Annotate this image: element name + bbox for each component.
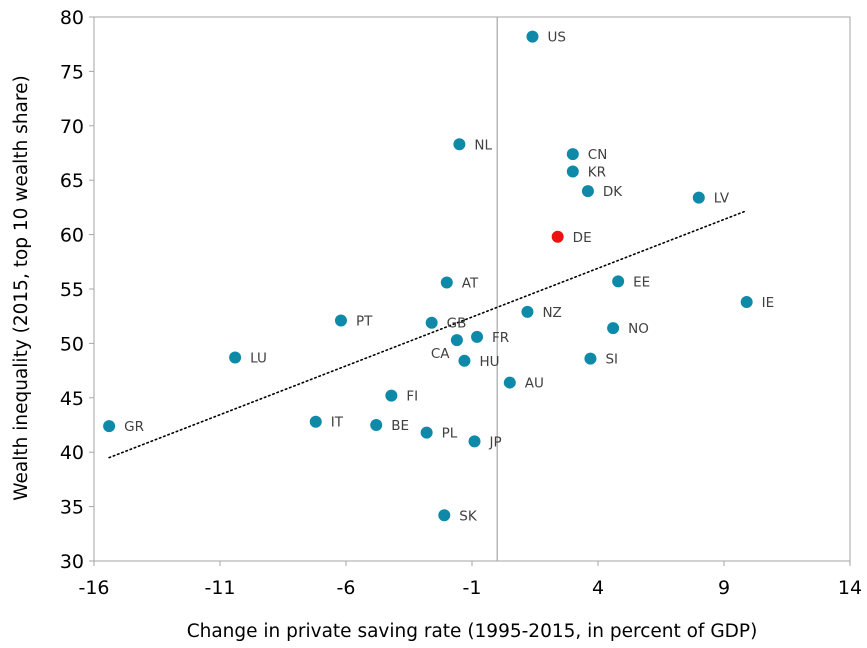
point-label-hu: HU xyxy=(479,354,499,370)
point-label-dk: DK xyxy=(603,184,623,200)
point-nz xyxy=(521,305,534,318)
point-cn xyxy=(566,148,579,161)
point-label-ca: CA xyxy=(431,346,450,362)
point-label-pt: PT xyxy=(356,314,373,330)
x-tick-label: 4 xyxy=(592,577,604,599)
point-label-lu: LU xyxy=(250,351,267,367)
y-tick-label: 45 xyxy=(60,388,84,410)
point-label-gb: GB xyxy=(447,316,467,332)
x-tick-label: -11 xyxy=(204,577,235,599)
x-tick-label: -1 xyxy=(463,577,482,599)
point-label-nl: NL xyxy=(474,137,492,153)
point-si xyxy=(584,352,597,365)
point-sk xyxy=(438,509,451,522)
point-label-gr: GR xyxy=(124,419,144,435)
point-ee xyxy=(612,275,625,288)
point-pt xyxy=(334,314,347,327)
y-tick-label: 30 xyxy=(60,551,84,573)
point-it xyxy=(309,415,322,428)
point-label-pl: PL xyxy=(442,426,458,442)
point-label-jp: JP xyxy=(489,434,502,450)
point-lv xyxy=(692,191,705,204)
point-label-kr: KR xyxy=(588,164,606,180)
point-label-it: IT xyxy=(331,415,344,431)
x-tick-label: 9 xyxy=(718,577,730,599)
y-tick-label: 75 xyxy=(60,61,84,83)
x-axis-ticks: -16 -11 -6 -1 4 9 14 xyxy=(78,561,862,599)
point-label-nz: NZ xyxy=(542,305,561,321)
point-label-au: AU xyxy=(525,376,544,392)
y-tick-label: 80 xyxy=(60,7,84,29)
point-gr xyxy=(103,420,116,433)
point-label-fi: FI xyxy=(406,389,418,405)
point-fi xyxy=(385,389,398,402)
point-label-at: AT xyxy=(462,275,479,291)
point-label-de: DE xyxy=(573,230,592,246)
x-tick-label: -16 xyxy=(78,577,109,599)
point-nl xyxy=(453,138,466,151)
y-tick-label: 35 xyxy=(60,497,84,519)
point-be xyxy=(370,419,383,431)
point-hu xyxy=(458,354,471,367)
point-pl xyxy=(420,426,433,439)
point-label-lv: LV xyxy=(714,191,730,207)
x-tick-label: -6 xyxy=(337,577,356,599)
y-tick-label: 50 xyxy=(60,333,84,355)
x-axis-title: Change in private saving rate (1995-2015… xyxy=(187,621,758,642)
point-label-ie: IE xyxy=(762,295,775,311)
point-gb xyxy=(425,316,438,329)
point-label-si: SI xyxy=(605,352,618,368)
point-label-fr: FR xyxy=(492,330,509,346)
point-ca xyxy=(450,334,463,347)
point-label-sk: SK xyxy=(459,508,478,524)
point-jp xyxy=(468,435,481,448)
y-axis-ticks: 30 35 40 45 50 55 60 65 70 75 80 xyxy=(60,7,94,573)
point-us xyxy=(526,30,539,43)
y-tick-label: 60 xyxy=(60,225,84,247)
x-tick-label: 14 xyxy=(838,577,862,599)
point-label-cn: CN xyxy=(588,147,608,163)
point-dk xyxy=(581,185,594,198)
y-axis-title: Wealth inequality (2015, top 10 wealth s… xyxy=(11,75,32,500)
point-de xyxy=(551,230,564,243)
point-label-us: US xyxy=(547,30,565,46)
point-ie xyxy=(740,296,753,309)
y-tick-label: 65 xyxy=(60,170,84,192)
point-kr xyxy=(566,165,579,178)
point-at xyxy=(440,276,453,289)
point-label-no: NO xyxy=(628,321,649,337)
point-au xyxy=(503,376,516,389)
point-label-be: BE xyxy=(391,418,409,434)
y-tick-label: 70 xyxy=(60,116,84,138)
point-fr xyxy=(471,330,484,343)
trendline xyxy=(108,209,748,459)
point-no xyxy=(607,322,620,335)
y-tick-label: 55 xyxy=(60,279,84,301)
point-lu xyxy=(229,351,242,364)
y-tick-label: 40 xyxy=(60,442,84,464)
point-label-ee: EE xyxy=(633,274,650,290)
